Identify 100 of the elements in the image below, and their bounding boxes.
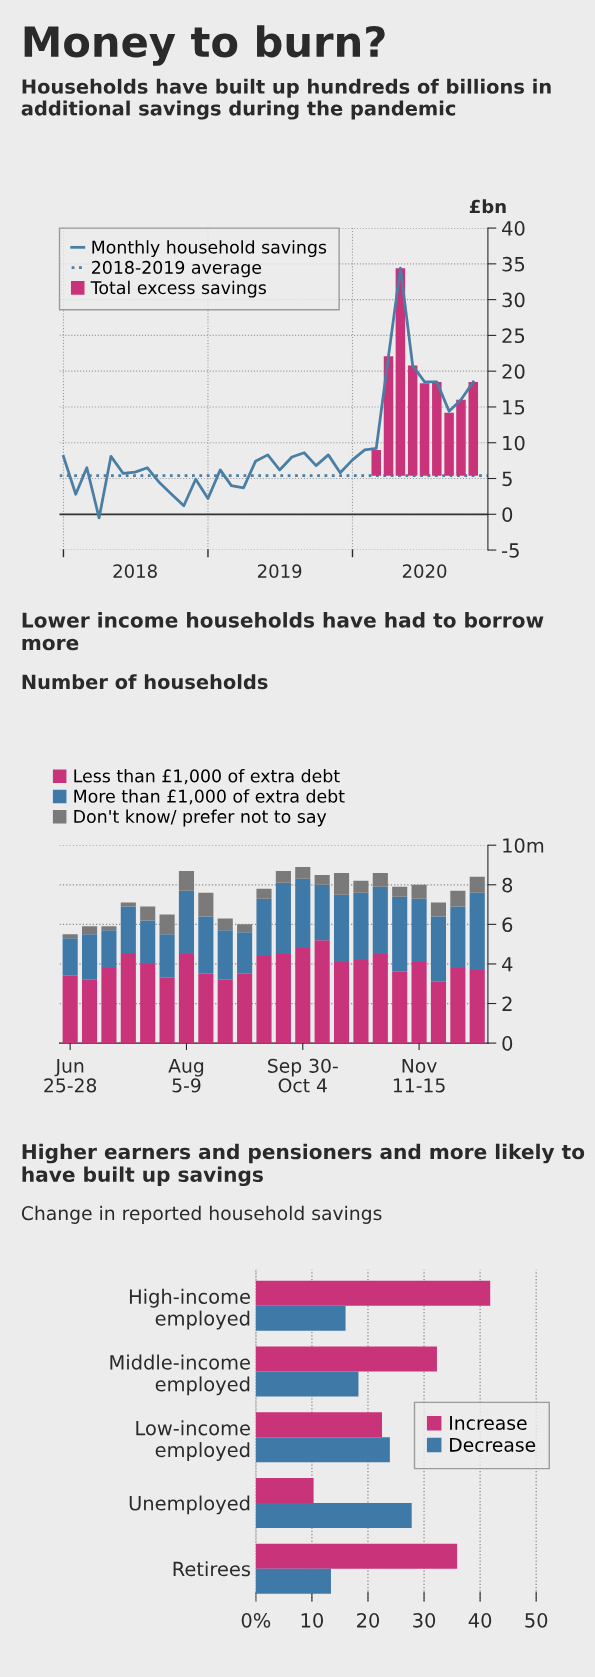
bar [255, 1305, 346, 1331]
bar [372, 886, 388, 955]
bar [159, 934, 175, 978]
x-tick-label: Jun 25-28 [44, 1058, 97, 1093]
y-tick-label: 30 [502, 292, 525, 308]
x-tick-label: Nov 11-15 [393, 1058, 445, 1093]
bar [430, 916, 447, 982]
x-tick-label: 20 [357, 1612, 380, 1628]
bar [295, 878, 311, 949]
y-tick-label: 2 [502, 996, 512, 1011]
bar [430, 981, 447, 1044]
bar [333, 961, 350, 1044]
bar [140, 920, 156, 964]
bar [407, 365, 418, 476]
legend-label: 2018-2019 average [92, 260, 262, 278]
bar [120, 902, 136, 907]
bar [178, 954, 195, 1044]
bar [411, 961, 427, 1044]
bar [371, 449, 381, 476]
bar [392, 971, 408, 1044]
x-tick-label: 30 [413, 1612, 436, 1628]
legend-label: Increase [450, 1416, 527, 1430]
bar [392, 886, 408, 897]
x-tick-label: 2019 [257, 564, 302, 578]
bar [217, 918, 233, 931]
y-tick-label: 8 [502, 877, 513, 893]
bar [81, 934, 98, 980]
bar [314, 874, 330, 885]
legend-label: Decrease [450, 1437, 536, 1452]
bar [120, 906, 136, 955]
bar [444, 412, 454, 476]
bar [469, 876, 485, 893]
bar [101, 926, 117, 931]
y-tick-label: High-income employed [129, 1288, 250, 1330]
bar [120, 954, 136, 1044]
bar [430, 902, 447, 917]
chart-subtitle: Households have built up hundreds of billions in additional savings during the pandemic [21, 78, 551, 120]
bar [81, 926, 98, 935]
bar [333, 894, 350, 962]
y-tick-label: 10m [503, 838, 544, 853]
y-tick-label: Middle-income employed [110, 1354, 250, 1396]
x-tick-label: 0% [241, 1612, 271, 1628]
y-axis-title: £bn [469, 199, 506, 214]
bar [256, 956, 272, 1044]
y-tick-label: 10 [503, 435, 525, 451]
bar [198, 892, 214, 917]
bar [255, 1280, 491, 1306]
y-tick-label: 0 [502, 507, 513, 522]
y-tick-label: -5 [502, 543, 519, 558]
bar [295, 866, 311, 879]
legend-label: Less than £1,000 of extra debt [74, 769, 340, 785]
bar [353, 959, 369, 1044]
bar [237, 924, 253, 933]
y-tick-label: 0 [502, 1036, 513, 1051]
bar [450, 967, 466, 1044]
bar [62, 938, 78, 976]
bar [372, 954, 388, 1044]
bar [372, 872, 388, 887]
legend-label: More than £1,000 of extra debt [74, 789, 345, 805]
chart-subtitle: Change in reported household savings [21, 1205, 382, 1224]
bar [159, 914, 175, 935]
bar [178, 870, 195, 891]
bar [255, 1371, 359, 1397]
bar [255, 1502, 412, 1528]
bar [178, 890, 195, 955]
chart-title: Lower income households have had to borrow more [22, 612, 544, 651]
bar [275, 954, 291, 1044]
y-tick-label: Retirees [173, 1561, 251, 1577]
bar [198, 916, 214, 974]
bar [101, 930, 117, 968]
bar [275, 870, 291, 883]
bar [314, 884, 330, 941]
bar [333, 872, 350, 895]
legend-label: Monthly household savings [92, 240, 327, 258]
y-tick-label: 4 [502, 957, 513, 972]
bar [62, 975, 78, 1044]
x-tick-label: Aug 5-9 [168, 1058, 204, 1093]
bar [432, 381, 442, 476]
y-tick-label: 40 [502, 221, 525, 236]
x-tick-label: Sep 30- Oct 4 [268, 1058, 338, 1093]
bar [353, 892, 369, 960]
bar [101, 967, 117, 1044]
x-tick-label: 50 [525, 1612, 548, 1628]
bar [295, 948, 311, 1044]
bar [255, 1477, 314, 1503]
x-tick-label: 2020 [402, 564, 447, 578]
bar [62, 934, 78, 939]
bar [217, 930, 233, 980]
bar [255, 1568, 331, 1594]
bar [469, 969, 485, 1044]
bar [456, 399, 466, 476]
bar [255, 1412, 382, 1438]
bar [256, 898, 272, 957]
legend-label: Don't know/ prefer not to say [74, 809, 327, 827]
bar [159, 977, 175, 1044]
y-tick-label: Unemployed [129, 1495, 250, 1515]
bar [140, 963, 156, 1044]
bar [275, 882, 291, 955]
chart-subtitle: Number of households [22, 674, 268, 690]
bar [314, 940, 330, 1044]
